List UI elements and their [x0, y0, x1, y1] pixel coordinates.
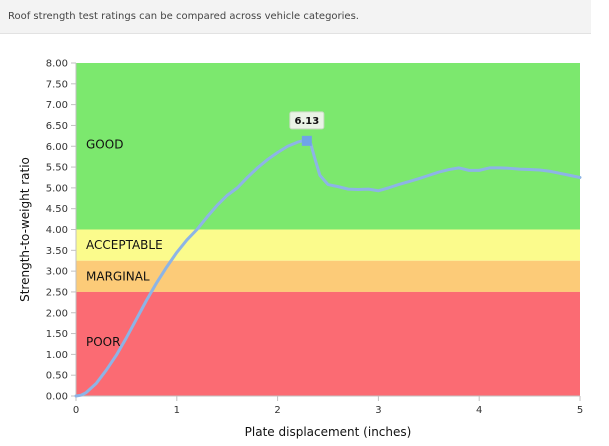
- band-label-marginal: MARGINAL: [86, 269, 150, 283]
- x-tick-label: 2: [274, 405, 280, 416]
- band-label-good: GOOD: [86, 137, 123, 151]
- y-tick-label: 5.50: [46, 163, 68, 174]
- rating-bands: [76, 63, 580, 396]
- y-tick-label: 7.00: [46, 100, 68, 111]
- y-tick-label: 6.00: [46, 142, 68, 153]
- band-label-acceptable: ACCEPTABLE: [86, 238, 163, 252]
- x-axis-title: Plate displacement (inches): [245, 425, 412, 439]
- series-line-0: [74, 138, 582, 398]
- y-axis-tick-labels: 0.00 0.50 1.00 1.50 2.00 2.50 3.00 3.50 4.00 4.50…: [46, 59, 68, 403]
- y-axis-title: Strength-to-weight ratio: [18, 157, 32, 302]
- band-marginal: [76, 260, 580, 292]
- y-tick-label: 8.00: [46, 59, 68, 70]
- y-tick-label: 0.50: [46, 371, 68, 382]
- chart-annotations: 6.13: [289, 111, 325, 146]
- y-tick-label: 1.50: [46, 329, 68, 340]
- x-tick-label: 4: [476, 405, 482, 416]
- band-label-poor: POOR: [86, 335, 120, 349]
- banner-text: Roof strength test ratings can be compar…: [8, 11, 359, 22]
- info-banner: Roof strength test ratings can be compar…: [0, 0, 591, 34]
- y-tick-label: 4.50: [46, 204, 68, 215]
- peak-label-box: [289, 111, 325, 130]
- scrollbar-track[interactable]: [591, 0, 609, 446]
- y-tick-label: 4.00: [46, 225, 68, 236]
- roof-strength-chart: GOOD ACCEPTABLE MARGINAL POOR 0.00 0.50 1.00 1…: [18, 59, 583, 440]
- band-good: [76, 63, 580, 230]
- band-poor: [76, 291, 580, 396]
- x-tick-label: 3: [375, 405, 381, 416]
- x-tick-label: 1: [174, 405, 180, 416]
- chart-series: [74, 138, 582, 398]
- peak-label: 6.13: [294, 116, 319, 127]
- peak-marker[interactable]: [301, 135, 312, 146]
- x-tick-label: 5: [577, 405, 583, 416]
- y-tick-label: 1.00: [46, 350, 68, 361]
- y-tick-label: 3.50: [46, 246, 68, 257]
- y-tick-label: 7.50: [46, 79, 68, 90]
- y-tick-label: 6.50: [46, 121, 68, 132]
- chart-axes: [71, 62, 581, 401]
- y-tick-label: 2.50: [46, 287, 68, 298]
- y-tick-label: 5.00: [46, 183, 68, 194]
- x-axis-tick-labels: 0 1 2 3 4 5: [73, 405, 583, 416]
- y-tick-label: 2.00: [46, 308, 68, 319]
- rating-band-labels: GOOD ACCEPTABLE MARGINAL POOR: [86, 137, 163, 349]
- y-tick-label: 0.00: [46, 392, 68, 403]
- band-acceptable: [76, 229, 580, 261]
- y-tick-label: 3.00: [46, 267, 68, 278]
- x-tick-label: 0: [73, 405, 79, 416]
